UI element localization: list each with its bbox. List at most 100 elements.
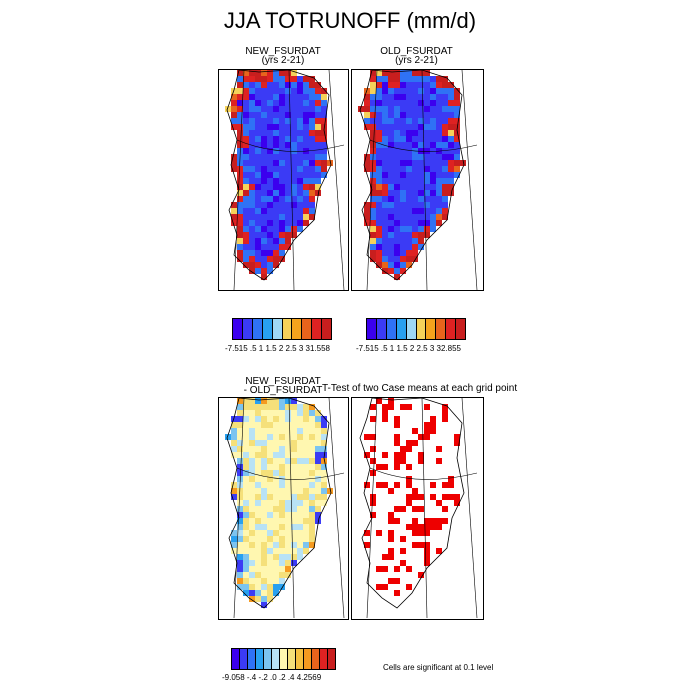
grid-cell bbox=[285, 440, 291, 446]
grid-cell bbox=[436, 518, 442, 524]
grid-cell bbox=[267, 118, 273, 124]
longitude-line bbox=[421, 398, 428, 619]
colorbar-old-swatch-1 bbox=[376, 319, 387, 339]
grid-cell bbox=[394, 70, 400, 76]
grid-cell bbox=[388, 238, 394, 244]
grid-cell bbox=[388, 94, 394, 100]
grid-cell bbox=[376, 566, 382, 572]
grid-cell bbox=[267, 500, 273, 506]
longitude-line bbox=[328, 70, 345, 290]
grid-cell bbox=[430, 178, 436, 184]
grid-cell bbox=[309, 196, 315, 202]
grid-cell bbox=[303, 106, 309, 112]
grid-cell bbox=[249, 148, 255, 154]
grid-cell bbox=[442, 136, 448, 142]
grid-cell bbox=[309, 464, 315, 470]
grid-cell bbox=[291, 184, 297, 190]
greenland-coastline bbox=[359, 398, 465, 609]
grid-cell bbox=[279, 458, 285, 464]
grid-cell bbox=[279, 250, 285, 256]
grid-cell bbox=[249, 130, 255, 136]
grid-cell bbox=[400, 112, 406, 118]
grid-cell bbox=[261, 160, 267, 166]
grid-cell bbox=[400, 202, 406, 208]
grid-cell bbox=[388, 268, 394, 274]
grid-cell bbox=[430, 118, 436, 124]
grid-cell bbox=[243, 566, 249, 572]
grid-cell bbox=[370, 172, 376, 178]
grid-cell bbox=[273, 554, 279, 560]
grid-cell bbox=[291, 446, 297, 452]
colorbar-diff-swatch-4 bbox=[264, 649, 272, 669]
grid-cell bbox=[285, 398, 291, 404]
grid-cell bbox=[418, 118, 424, 124]
grid-cell bbox=[267, 208, 273, 214]
map-diff-svg bbox=[225, 398, 345, 619]
grid-cell bbox=[255, 476, 261, 482]
grid-cell bbox=[394, 226, 400, 232]
grid-cell bbox=[436, 94, 442, 100]
grid-cell bbox=[436, 82, 442, 88]
grid-cell bbox=[370, 434, 376, 440]
grid-cell bbox=[388, 118, 394, 124]
grid-cell bbox=[249, 560, 255, 566]
grid-cell bbox=[424, 70, 430, 76]
grid-cell bbox=[249, 178, 255, 184]
grid-cell bbox=[400, 172, 406, 178]
grid-cell bbox=[243, 100, 249, 106]
grid-cell bbox=[309, 524, 315, 530]
grid-cell bbox=[382, 160, 388, 166]
grid-cell bbox=[303, 518, 309, 524]
grid-cell bbox=[285, 244, 291, 250]
grid-cell bbox=[291, 160, 297, 166]
grid-cell bbox=[237, 76, 243, 82]
grid-cell bbox=[231, 202, 237, 208]
grid-cell bbox=[400, 136, 406, 142]
grid-cell bbox=[424, 148, 430, 154]
grid-cell bbox=[309, 530, 315, 536]
grid-cell bbox=[376, 142, 382, 148]
grid-cell bbox=[412, 238, 418, 244]
grid-cell bbox=[309, 428, 315, 434]
grid-cell bbox=[370, 190, 376, 196]
grid-cell bbox=[394, 88, 400, 94]
grid-cell bbox=[436, 154, 442, 160]
grid-cell bbox=[279, 220, 285, 226]
grid-cell bbox=[370, 130, 376, 136]
grid-cell bbox=[400, 226, 406, 232]
grid-cell bbox=[454, 148, 460, 154]
grid-cell bbox=[376, 226, 382, 232]
grid-cell bbox=[237, 566, 243, 572]
grid-cell bbox=[388, 530, 394, 536]
grid-cell bbox=[279, 136, 285, 142]
grid-cell bbox=[448, 106, 454, 112]
grid-cell bbox=[376, 178, 382, 184]
grid-cell bbox=[255, 536, 261, 542]
grid-cell bbox=[400, 506, 406, 512]
grid-cell bbox=[376, 130, 382, 136]
grid-cell bbox=[285, 178, 291, 184]
grid-cell bbox=[237, 142, 243, 148]
grid-cell bbox=[249, 548, 255, 554]
latitude-line bbox=[369, 467, 478, 480]
grid-cell bbox=[406, 476, 412, 482]
grid-cell bbox=[255, 70, 261, 76]
grid-cell bbox=[400, 244, 406, 250]
grid-cell bbox=[442, 130, 448, 136]
grid-cell bbox=[273, 536, 279, 542]
grid-cell bbox=[261, 166, 267, 172]
grid-cell bbox=[249, 202, 255, 208]
grid-cell bbox=[400, 130, 406, 136]
grid-cell bbox=[400, 196, 406, 202]
grid-cell bbox=[303, 220, 309, 226]
grid-cell bbox=[285, 536, 291, 542]
grid-cell bbox=[255, 268, 261, 274]
colorbar-new-swatch-2 bbox=[252, 319, 263, 339]
grid-cell bbox=[376, 82, 382, 88]
grid-cell bbox=[358, 106, 364, 112]
grid-cell bbox=[303, 88, 309, 94]
grid-cell bbox=[430, 220, 436, 226]
grid-cell bbox=[231, 428, 237, 434]
grid-cell bbox=[412, 100, 418, 106]
grid-cell bbox=[303, 524, 309, 530]
